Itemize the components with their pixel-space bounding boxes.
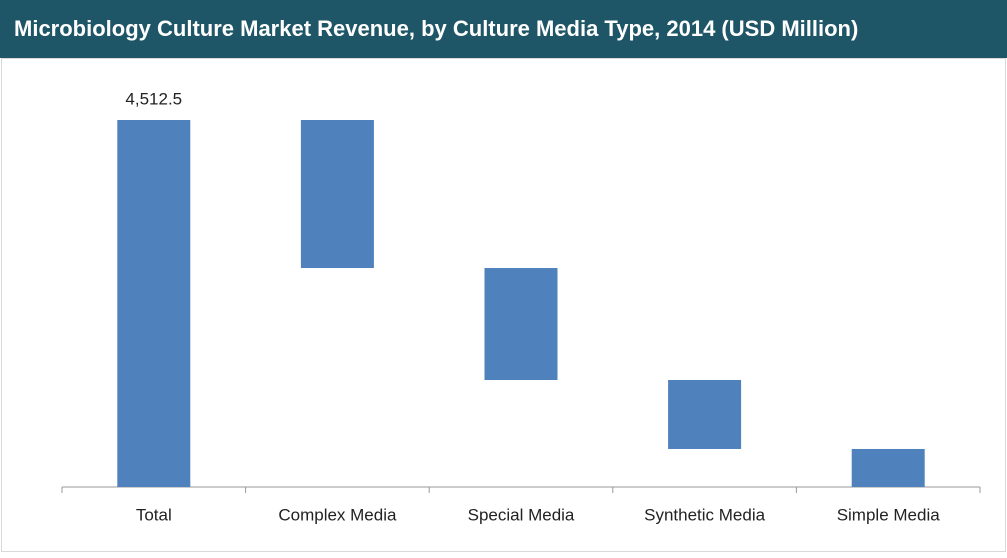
title-bar: [0, 0, 1007, 58]
data-label: 4,512.5: [125, 89, 182, 108]
bar: [668, 380, 742, 449]
bar: [300, 120, 374, 269]
x-tick-label: Total: [136, 505, 172, 524]
bar: [851, 448, 925, 487]
x-tick-label: Synthetic Media: [644, 505, 765, 524]
bar: [117, 120, 191, 487]
chart-title: Microbiology Culture Market Revenue, by …: [14, 16, 858, 41]
x-tick-label: Special Media: [468, 505, 575, 524]
bar: [484, 268, 558, 381]
x-tick-label: Simple Media: [837, 505, 941, 524]
x-tick-label: Complex Media: [278, 505, 397, 524]
